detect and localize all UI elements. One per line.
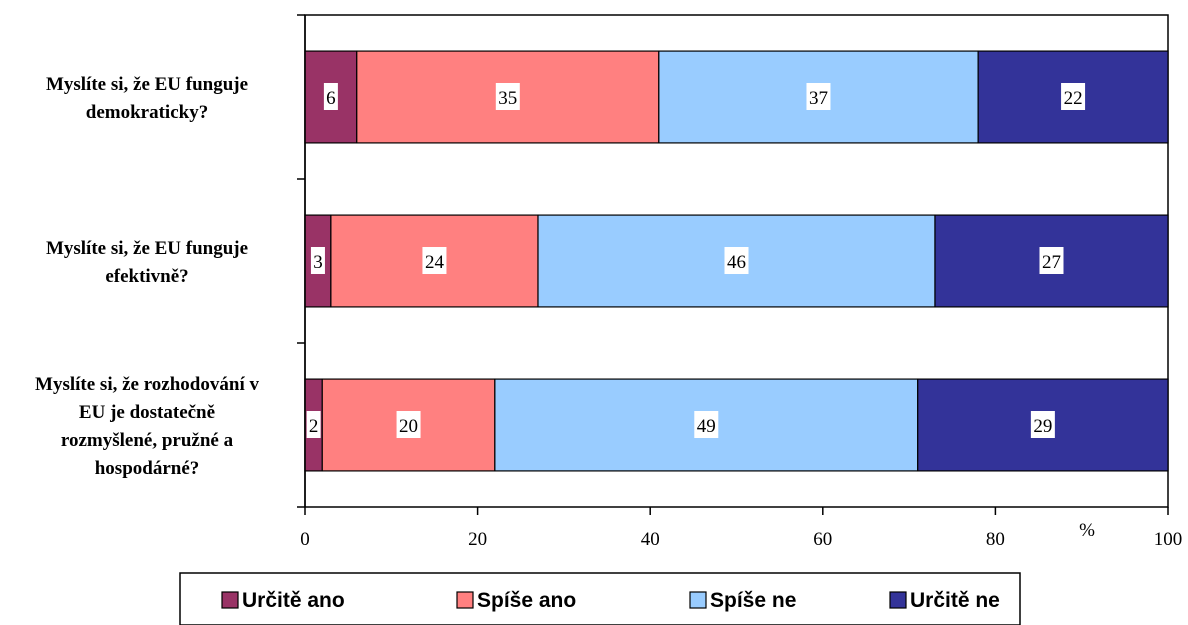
legend-swatch [690, 592, 706, 608]
y-axis [297, 15, 305, 507]
data-label: 20 [399, 416, 418, 437]
legend-swatch [457, 592, 473, 608]
data-label: 3 [313, 252, 323, 273]
data-label: 35 [498, 88, 517, 109]
x-tick-label: 80 [986, 529, 1005, 550]
category-label: Myslíte si, že EU funguje [46, 74, 248, 95]
category-label: demokraticky? [86, 102, 208, 123]
category-label: EU je dostatečně [79, 402, 215, 423]
data-label: 46 [727, 252, 746, 273]
data-label: 27 [1042, 252, 1061, 273]
bars-group: 6 35 37 22 3 24 46 27 2 20 49 29 [305, 51, 1168, 471]
x-unit-label: % [1079, 520, 1095, 541]
x-tick-label: 40 [641, 529, 660, 550]
legend-swatch [890, 592, 906, 608]
legend-swatch [222, 592, 238, 608]
category-label: rozmyšlené, pružné a [61, 430, 234, 451]
legend-label: Určitě ano [242, 589, 345, 612]
data-label: 2 [309, 416, 319, 437]
legend-label: Spíše ano [477, 589, 576, 612]
legend: Určitě ano Spíše ano Spíše ne Určitě ne [180, 573, 1020, 625]
x-tick-label: 60 [813, 529, 832, 550]
data-label: 6 [326, 88, 336, 109]
data-label: 37 [809, 88, 828, 109]
category-label: Myslíte si, že EU funguje [46, 238, 248, 259]
category-labels: Myslíte si, že EU funguje demokraticky? My… [35, 74, 259, 479]
data-label: 29 [1033, 416, 1052, 437]
category-label: efektivně? [105, 266, 188, 287]
data-label: 22 [1064, 88, 1083, 109]
x-axis: 0 20 40 60 80 100 [300, 507, 1182, 550]
x-tick-label: 100 [1154, 529, 1183, 550]
x-tick-label: 20 [468, 529, 487, 550]
legend-label: Určitě ne [910, 589, 1000, 612]
data-label: 24 [425, 252, 445, 273]
x-tick-label: 0 [300, 529, 310, 550]
data-label: 49 [697, 416, 716, 437]
category-label: hospodárné? [95, 458, 200, 479]
category-label: Myslíte si, že rozhodování v [35, 374, 259, 395]
legend-label: Spíše ne [710, 589, 796, 612]
